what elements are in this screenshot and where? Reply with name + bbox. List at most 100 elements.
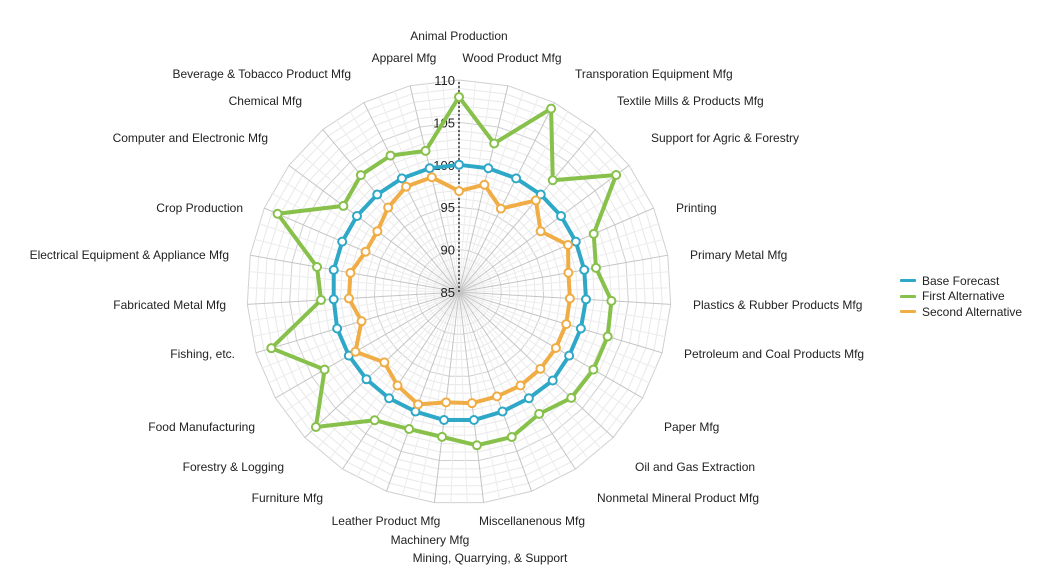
- data-point[interactable]: [579, 264, 590, 275]
- data-point[interactable]: [564, 350, 575, 361]
- data-point[interactable]: [588, 228, 599, 239]
- data-point[interactable]: [332, 323, 343, 334]
- data-point[interactable]: [266, 343, 277, 354]
- data-point[interactable]: [590, 262, 601, 273]
- data-point[interactable]: [561, 319, 572, 330]
- data-point[interactable]: [580, 294, 591, 305]
- data-point[interactable]: [570, 236, 581, 247]
- data-point[interactable]: [441, 397, 452, 408]
- data-point[interactable]: [535, 363, 546, 374]
- data-point[interactable]: [535, 226, 546, 237]
- data-point[interactable]: [515, 380, 526, 391]
- data-point[interactable]: [319, 364, 330, 375]
- legend-item-first-alternative[interactable]: First Alternative: [900, 289, 1022, 305]
- data-point[interactable]: [379, 357, 390, 368]
- data-point[interactable]: [563, 239, 574, 250]
- data-point[interactable]: [310, 422, 321, 433]
- data-point[interactable]: [396, 173, 407, 184]
- grid-minor-spoke: [458, 291, 517, 497]
- data-point[interactable]: [547, 375, 558, 386]
- data-point[interactable]: [361, 374, 372, 385]
- data-point[interactable]: [424, 163, 435, 174]
- data-point[interactable]: [511, 173, 522, 184]
- data-point[interactable]: [563, 267, 574, 278]
- data-point[interactable]: [547, 175, 558, 186]
- grid-spoke: [386, 291, 460, 492]
- data-point[interactable]: [479, 179, 490, 190]
- data-point[interactable]: [454, 159, 464, 170]
- grid-minor-spoke: [247, 287, 460, 293]
- grid-ring: [263, 96, 655, 487]
- grid-spoke: [458, 291, 643, 399]
- tick-label: 85: [441, 285, 455, 300]
- data-point[interactable]: [495, 203, 506, 214]
- data-point[interactable]: [468, 415, 479, 426]
- data-point[interactable]: [360, 246, 371, 257]
- legend-item-second-alternative[interactable]: Second Alternative: [900, 304, 1022, 320]
- data-point[interactable]: [506, 432, 517, 443]
- data-point[interactable]: [534, 408, 545, 419]
- data-point[interactable]: [372, 189, 383, 200]
- data-point[interactable]: [530, 195, 541, 206]
- data-point[interactable]: [437, 431, 448, 442]
- data-point[interactable]: [602, 331, 613, 342]
- legend-item-base-forecast[interactable]: Base Forecast: [900, 273, 1022, 289]
- data-point[interactable]: [546, 103, 557, 114]
- data-point[interactable]: [413, 399, 424, 410]
- data-point[interactable]: [404, 424, 415, 435]
- data-point[interactable]: [454, 91, 464, 102]
- data-point[interactable]: [384, 393, 395, 404]
- data-point[interactable]: [556, 211, 567, 222]
- data-point[interactable]: [439, 415, 450, 426]
- data-point[interactable]: [491, 391, 502, 402]
- category-label: Apparel Mfg: [372, 51, 437, 65]
- data-point[interactable]: [272, 208, 283, 219]
- grid-minor-spoke: [458, 291, 468, 504]
- data-point[interactable]: [383, 202, 394, 213]
- data-point[interactable]: [523, 393, 534, 404]
- data-point[interactable]: [372, 226, 383, 237]
- grid-spoke: [458, 291, 663, 354]
- grid-minor-spoke: [458, 291, 667, 338]
- data-point[interactable]: [312, 261, 323, 272]
- data-point[interactable]: [489, 138, 500, 149]
- data-point[interactable]: [588, 364, 599, 375]
- data-point[interactable]: [356, 316, 367, 327]
- data-point[interactable]: [343, 293, 354, 304]
- data-point[interactable]: [566, 392, 577, 403]
- data-point[interactable]: [483, 163, 494, 174]
- data-point[interactable]: [369, 415, 380, 426]
- data-point[interactable]: [426, 172, 437, 183]
- data-point[interactable]: [611, 170, 622, 181]
- data-point[interactable]: [550, 342, 561, 353]
- data-point[interactable]: [350, 346, 361, 357]
- category-label: Transporation Equipment Mfg: [575, 67, 733, 81]
- grid-minor-spoke: [458, 89, 525, 293]
- data-point[interactable]: [345, 267, 356, 278]
- data-point[interactable]: [497, 406, 508, 417]
- data-point[interactable]: [351, 211, 362, 222]
- data-point[interactable]: [355, 170, 366, 181]
- data-point[interactable]: [316, 295, 327, 306]
- grid-minor-spoke: [458, 291, 501, 501]
- data-point[interactable]: [337, 236, 348, 247]
- data-point[interactable]: [454, 186, 464, 197]
- data-point[interactable]: [328, 264, 339, 275]
- data-point[interactable]: [420, 145, 431, 156]
- data-point[interactable]: [392, 380, 403, 391]
- series-first-alternative: [266, 91, 622, 451]
- legend: Base Forecast First Alternative Second A…: [900, 273, 1022, 320]
- data-point[interactable]: [338, 200, 349, 211]
- data-point[interactable]: [606, 295, 617, 306]
- data-point[interactable]: [401, 181, 412, 192]
- grid-spoke: [275, 291, 460, 399]
- category-label: Beverage & Tobacco Product Mfg: [172, 67, 351, 81]
- data-point[interactable]: [466, 398, 477, 409]
- data-point[interactable]: [385, 150, 396, 161]
- data-point[interactable]: [328, 294, 339, 305]
- data-point[interactable]: [564, 293, 575, 304]
- grid-spoke: [409, 85, 460, 293]
- data-point[interactable]: [471, 440, 482, 451]
- data-point[interactable]: [575, 323, 586, 334]
